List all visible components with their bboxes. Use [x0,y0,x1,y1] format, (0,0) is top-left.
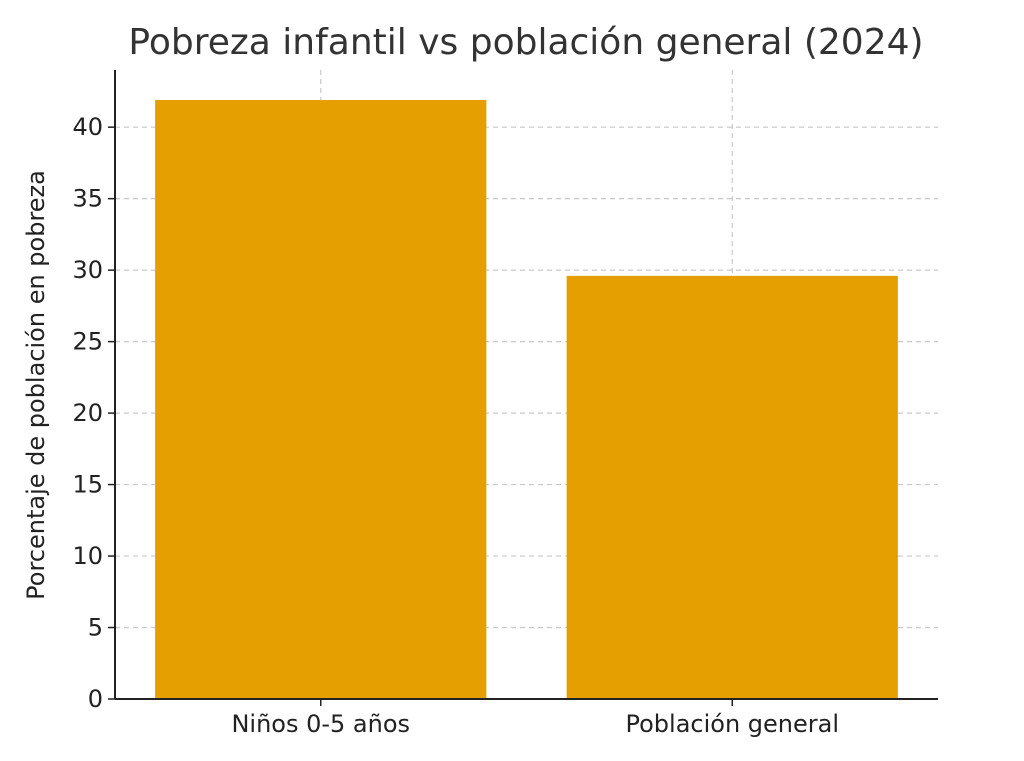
y-axis-label: Porcentaje de población en pobreza [22,170,50,600]
y-tick-label: 25 [72,328,103,356]
y-tick-label: 30 [72,256,103,284]
y-tick-label: 20 [72,399,103,427]
x-ticks: Niños 0-5 años Población general [231,699,839,738]
y-tick-label: 5 [88,614,103,642]
y-tick-label: 35 [72,185,103,213]
y-tick-label: 0 [88,685,103,713]
axes [114,70,938,700]
y-tick-label: 40 [72,113,103,141]
chart-title: Pobreza infantil vs población general (2… [128,22,923,63]
bar [155,100,487,700]
y-tick-label: 10 [72,542,103,570]
y-ticks: 0 5 10 15 20 25 30 35 40 [72,113,115,713]
x-tick-label: Niños 0-5 años [231,710,410,738]
y-tick-label: 15 [72,471,103,499]
x-tick-label: Población general [625,710,839,738]
bar [566,275,898,699]
bars [155,100,898,700]
